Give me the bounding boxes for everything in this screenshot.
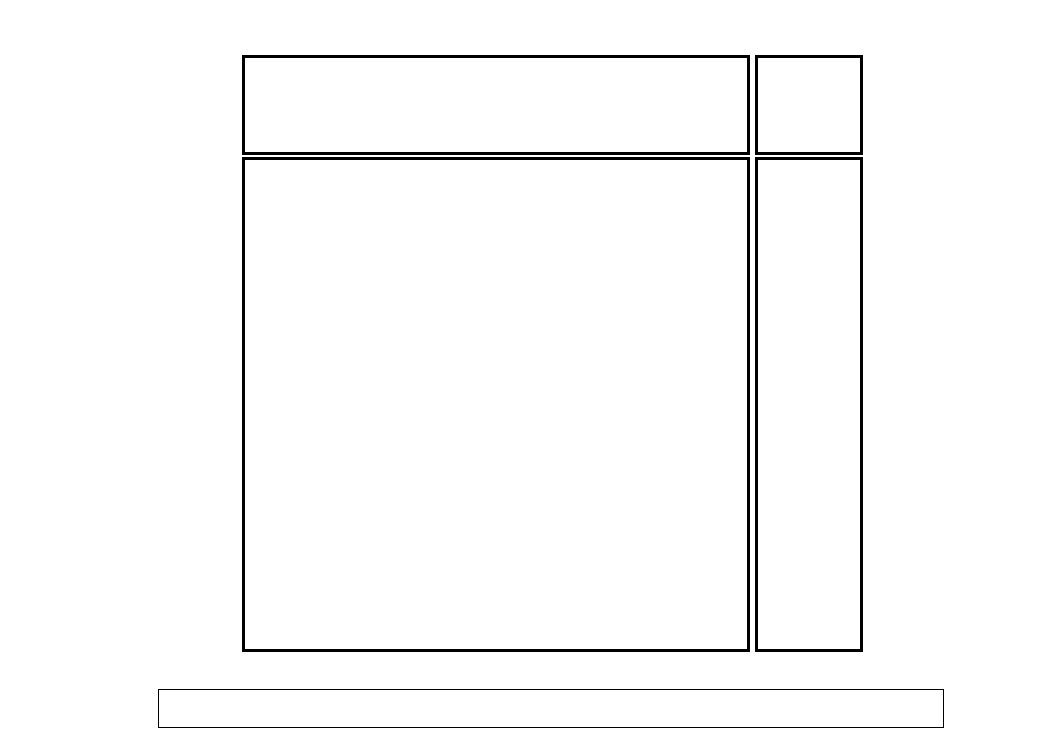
right-panel-scatter [758, 160, 860, 649]
altitude-panel-scatter [245, 58, 747, 152]
map-panel [242, 157, 750, 652]
altitude-vs-longitude-panel [242, 55, 750, 155]
colorbar-label [159, 690, 943, 727]
station-stats-panel [755, 55, 863, 155]
latitude-vs-altitude-panel [755, 157, 863, 652]
map-scatter [245, 160, 747, 649]
colorbar [158, 689, 944, 728]
